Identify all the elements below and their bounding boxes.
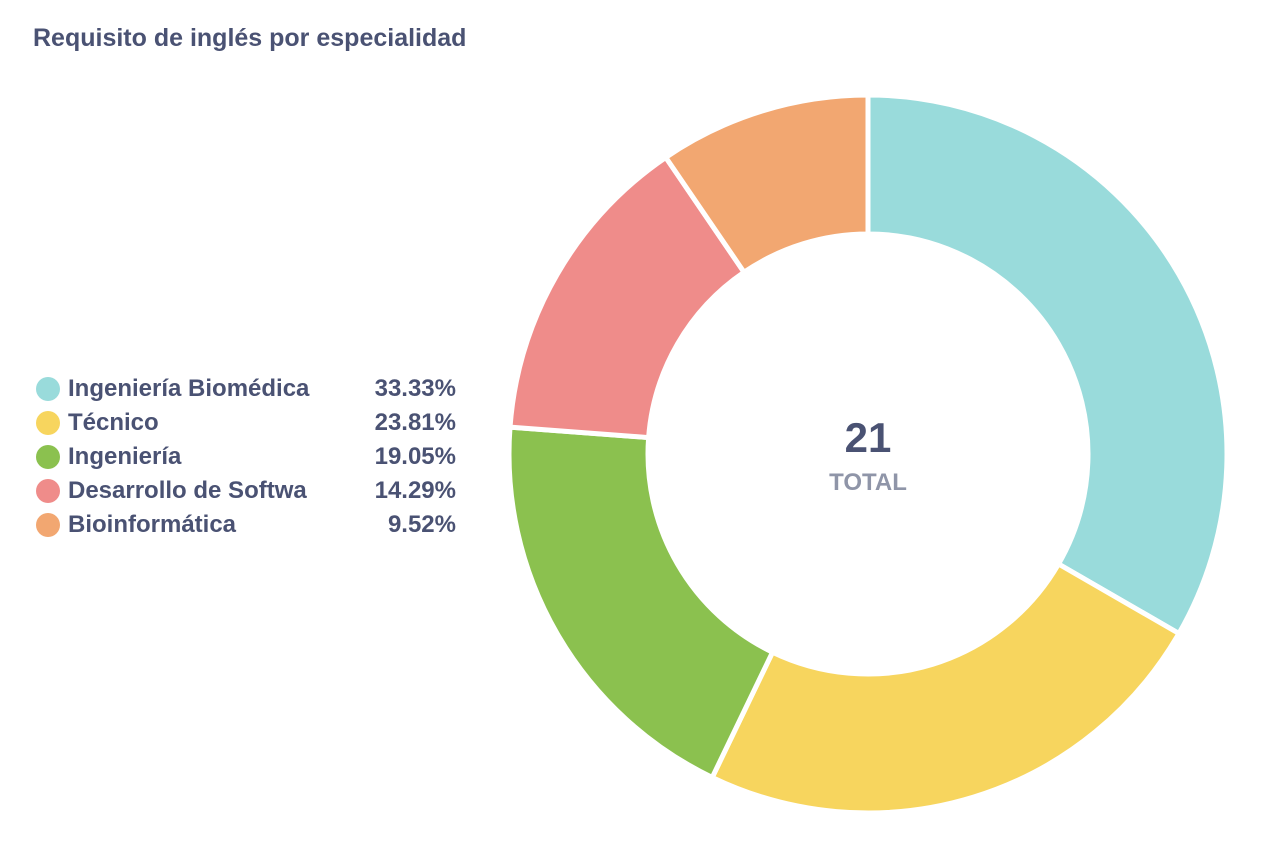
legend-value: 14.29% <box>374 477 456 504</box>
legend-swatch <box>36 513 60 537</box>
legend-item[interactable]: Técnico 23.81% <box>36 406 466 440</box>
legend-item[interactable]: Ingeniería Biomédica 33.33% <box>36 372 466 406</box>
legend-swatch <box>36 377 60 401</box>
legend-label: Técnico <box>68 409 159 436</box>
legend-value: 19.05% <box>374 443 456 470</box>
legend-value: 23.81% <box>374 409 456 436</box>
legend: Ingeniería Biomédica 33.33% Técnico 23.8… <box>36 372 466 542</box>
legend-label: Desarrollo de Softwa <box>68 477 307 504</box>
donut-slice[interactable] <box>662 92 871 276</box>
donut-slices <box>506 92 1230 816</box>
donut-slice[interactable] <box>506 424 776 781</box>
legend-item[interactable]: Desarrollo de Softwa 14.29% <box>36 474 466 508</box>
legend-label: Bioinformática <box>68 511 237 538</box>
legend-value: 9.52% <box>387 511 456 538</box>
legend-swatch <box>36 479 60 503</box>
legend-swatch <box>36 411 60 435</box>
legend-item[interactable]: Bioinformática 9.52% <box>36 508 466 542</box>
donut-slice[interactable] <box>507 153 748 441</box>
legend-item[interactable]: Ingeniería 19.05% <box>36 440 466 474</box>
center-total: 21 <box>845 414 892 461</box>
center-label: TOTAL <box>829 469 907 496</box>
legend-value: 33.33% <box>374 375 456 402</box>
chart-title: Requisito de inglés por especialidad <box>33 24 467 52</box>
legend-label: Ingeniería Biomédica <box>68 375 310 402</box>
donut-slice[interactable] <box>708 560 1183 816</box>
donut-slice[interactable] <box>865 92 1230 637</box>
legend-label: Ingeniería <box>68 443 182 470</box>
legend-swatch <box>36 445 60 469</box>
